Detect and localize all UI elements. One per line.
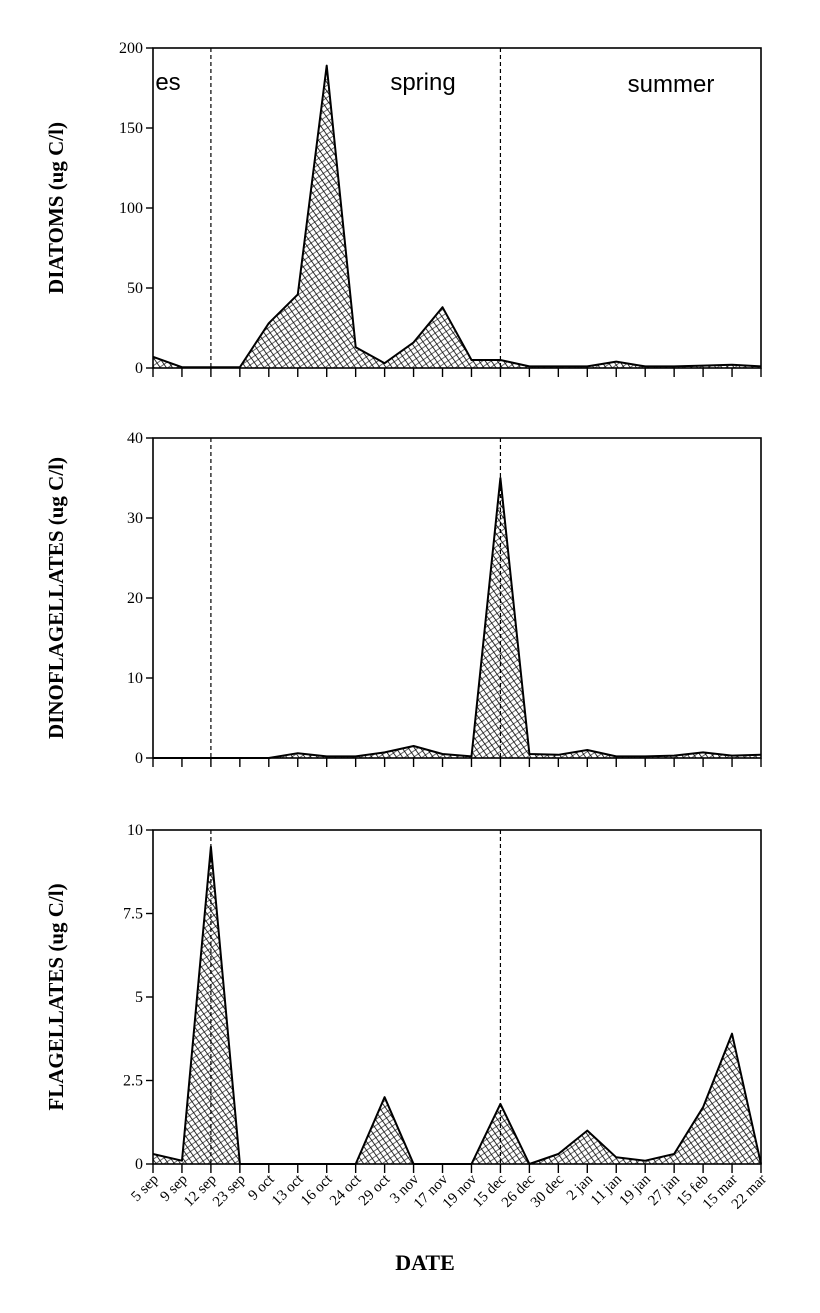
x-tick-label: 23 sep <box>210 1172 249 1211</box>
panel-2: 0 10 20 30 40 DINOFLAGELLATES (ug C/l) <box>44 430 762 767</box>
y-tick-label: 10 <box>127 822 143 839</box>
x-tick-label: 11 jan <box>588 1171 625 1208</box>
x-tick-label: 16 oct <box>298 1171 336 1209</box>
y-tick-label: 30 <box>127 510 143 527</box>
y-tick-label: 20 <box>127 590 143 607</box>
season-label: spring <box>390 69 455 96</box>
x-tick-label: 30 dec <box>528 1171 568 1211</box>
y-tick-label: 2.5 <box>123 1073 143 1090</box>
y-tick-label: 7.5 <box>123 906 143 923</box>
y-tick-label: 0 <box>135 750 143 767</box>
x-tick-label: 12 sep <box>181 1172 220 1211</box>
series-area <box>153 846 761 1164</box>
y-axis-label: DIATOMS (ug C/l) <box>44 122 68 294</box>
series-area <box>153 478 761 758</box>
y-tick-label: 5 <box>135 989 143 1006</box>
x-tick-label: 24 oct <box>327 1171 365 1209</box>
x-tick-label: 13 oct <box>269 1171 307 1209</box>
panel-1: 0 50 100 150 200 DIATOMS (ug C/l) es spring summ… <box>44 40 762 377</box>
y-tick-label: 0 <box>135 360 143 377</box>
y-tick-label: 10 <box>127 670 143 687</box>
y-tick-label: 0 <box>135 1156 143 1173</box>
x-tick-label: 19 jan <box>616 1171 654 1209</box>
y-tick-label: 100 <box>119 200 143 217</box>
y-tick-label: 200 <box>119 40 143 57</box>
y-tick-label: 150 <box>119 120 143 137</box>
y-axis-label: DINOFLAGELLATES (ug C/l) <box>44 457 68 739</box>
y-axis-label: FLAGELLATES (ug C/l) <box>44 883 68 1110</box>
y-tick-label: 50 <box>127 280 143 297</box>
x-tick-label: 29 oct <box>356 1171 394 1209</box>
plot-frame <box>152 829 762 1165</box>
series-area <box>153 65 761 368</box>
series-line <box>153 477 762 759</box>
series-line <box>152 64 762 369</box>
y-tick-label: 40 <box>127 430 143 447</box>
series-line <box>152 845 762 1165</box>
x-tick-label: 19 nov <box>440 1171 481 1212</box>
x-tick-label: 5 sep <box>128 1172 161 1205</box>
x-axis-label: DATE <box>395 1250 455 1275</box>
plot-frame <box>152 437 762 759</box>
season-label: summer <box>628 71 715 98</box>
season-label: es <box>155 69 180 96</box>
